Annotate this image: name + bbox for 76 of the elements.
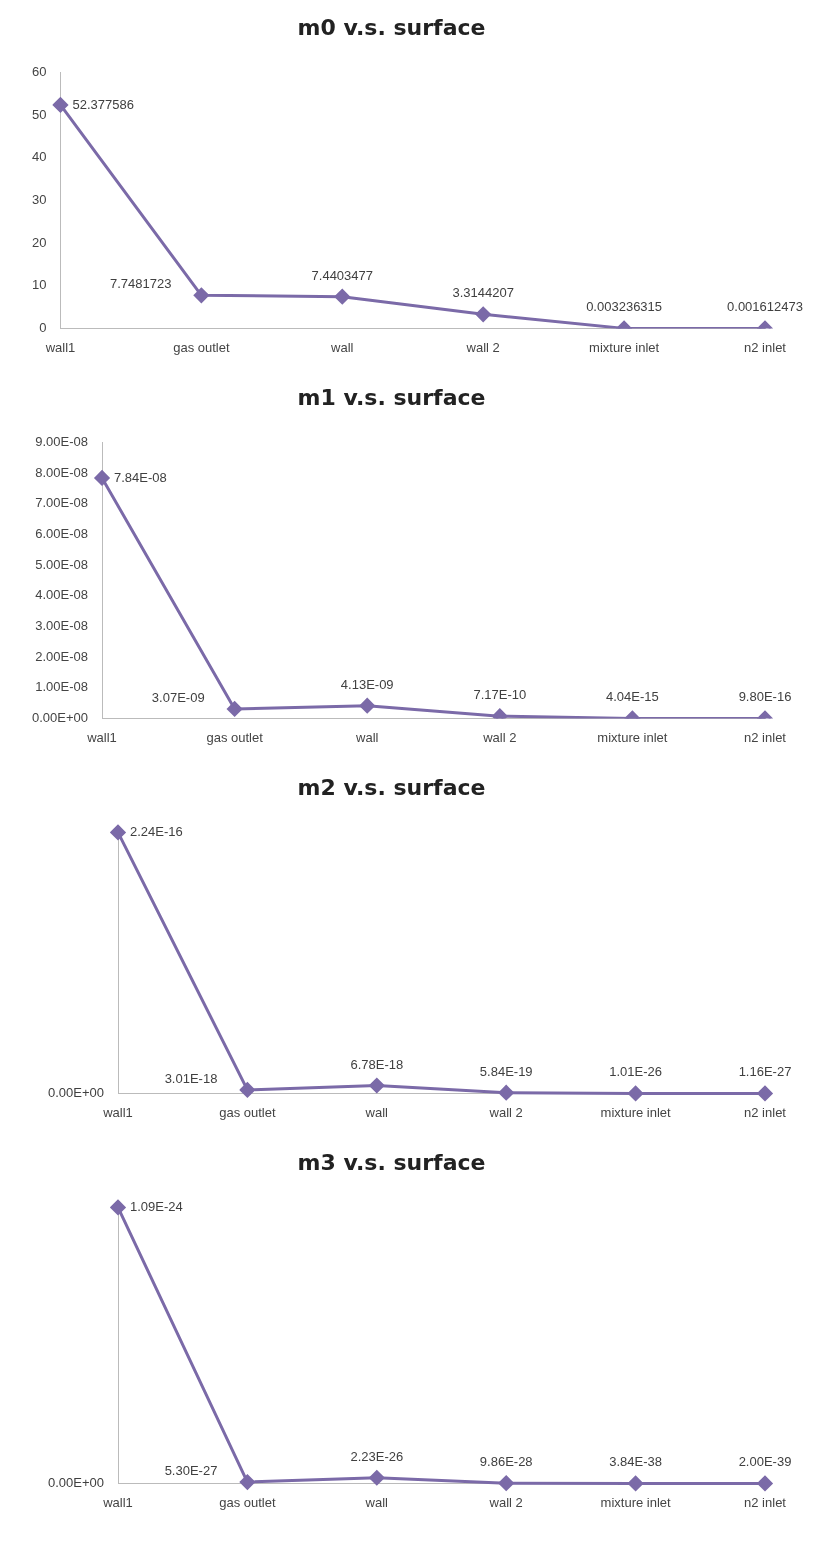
x-tick-label: n2 inlet	[744, 729, 787, 745]
y-tick-label: 0.00E+00	[31, 709, 89, 725]
data-label: 4.13E-09	[340, 676, 394, 692]
x-tick-label: mixture inlet	[600, 1104, 672, 1120]
point	[193, 287, 209, 303]
data-label: 5.84E-19	[479, 1063, 533, 1079]
data-label: 1.09E-24	[130, 1198, 183, 1214]
data-label: 9.86E-28	[479, 1454, 533, 1470]
x-tick-label: wall	[355, 729, 379, 745]
x-tick-label: wall	[364, 1104, 389, 1120]
data-label: 9.80E-16	[738, 689, 792, 705]
x-tick-label: wall1	[102, 1104, 133, 1120]
x-tick-label: mixture inlet	[589, 339, 660, 355]
point	[334, 289, 350, 305]
y-tick-label: 5.00E-08	[35, 556, 89, 572]
y-tick-label: 8.00E-08	[35, 464, 89, 480]
y-tick-label: 7.00E-08	[35, 495, 89, 511]
x-tick-label: n2 inlet	[744, 1104, 787, 1120]
data-label: 4.04E-15	[606, 689, 659, 705]
data-label: 7.7481723	[109, 276, 172, 292]
y-tick-label: 1.00E-08	[35, 679, 89, 695]
data-label: 52.377586	[72, 96, 134, 112]
x-tick-label: wall 2	[465, 339, 500, 355]
x-tick-label: wall 2	[488, 1104, 523, 1120]
data-label: 1.01E-26	[609, 1064, 662, 1080]
y-tick-label: 9.00E-08	[35, 433, 89, 449]
data-label: 3.01E-18	[164, 1070, 218, 1086]
y-tick-label: 10	[31, 277, 47, 293]
chart-title: m2 v.s. surface	[297, 774, 486, 800]
chart-title: m0 v.s. surface	[297, 14, 486, 40]
x-tick-label: gas outlet	[206, 729, 264, 745]
data-label: 3.84E-38	[609, 1454, 662, 1470]
x-tick-label: wall1	[102, 1494, 133, 1510]
y-tick-label: 40	[31, 149, 47, 165]
y-tick-label: 0	[39, 319, 47, 335]
x-tick-label: mixture inlet	[597, 729, 668, 745]
x-tick-label: wall1	[86, 729, 117, 745]
y-tick-label: 4.00E-08	[35, 587, 89, 603]
x-tick-label: wall 2	[482, 729, 517, 745]
x-tick-label: wall1	[44, 339, 76, 355]
text: 0.00E+00	[47, 1084, 104, 1100]
y-tick-label: 60	[31, 63, 47, 79]
data-label: 2.00E-39	[738, 1454, 792, 1470]
data-label: 0.001612473	[727, 299, 803, 315]
data-label: 2.24E-16	[130, 823, 183, 839]
x-tick-label: gas outlet	[219, 1104, 276, 1120]
y-tick-label: 6.00E-08	[35, 525, 89, 541]
data-label: 1.16E-27	[738, 1064, 792, 1080]
y-tick-label: 20	[31, 234, 47, 250]
data-label: 3.07E-09	[151, 690, 205, 706]
x-tick-label: mixture inlet	[600, 1494, 672, 1510]
data-label: 3.3144207	[452, 285, 514, 301]
chart-title: m3 v.s. surface	[297, 1149, 486, 1175]
point	[52, 97, 68, 113]
data-label: 2.23E-26	[350, 1448, 404, 1464]
y-tick-label: 50	[31, 106, 47, 122]
data-label: 5.30E-27	[164, 1463, 218, 1479]
x-tick-label: wall	[364, 1494, 389, 1510]
text: 0.00E+00	[47, 1474, 104, 1490]
data-label: 0.003236315	[586, 299, 663, 315]
y-tick-label: 2.00E-08	[35, 648, 89, 664]
x-tick-label: n2 inlet	[744, 339, 787, 355]
data-label: 7.4403477	[311, 267, 373, 283]
y-tick-label: 30	[31, 191, 47, 207]
x-tick-label: n2 inlet	[744, 1494, 787, 1510]
x-tick-label: gas outlet	[219, 1494, 276, 1510]
chart-title: m1 v.s. surface	[297, 384, 486, 410]
point	[475, 306, 491, 322]
data-label: 6.78E-18	[350, 1056, 404, 1072]
data-label: 7.84E-08	[114, 469, 167, 485]
x-tick-label: gas outlet	[173, 339, 230, 355]
y-tick-label: 3.00E-08	[35, 617, 89, 633]
x-tick-label: wall	[330, 339, 354, 355]
data-label: 7.17E-10	[473, 687, 527, 703]
x-tick-label: wall 2	[488, 1494, 523, 1510]
point	[94, 470, 110, 486]
